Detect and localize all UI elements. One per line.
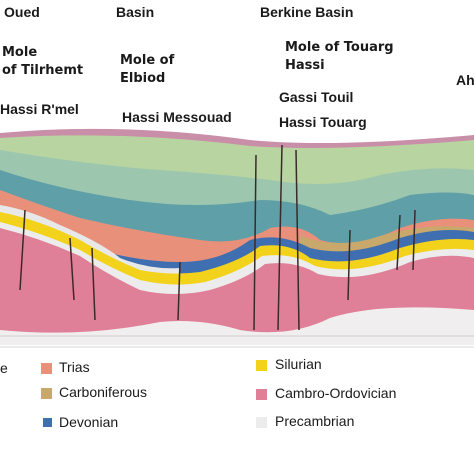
label-hassi-messouad: Hassi Messouad [122, 109, 232, 125]
legend-label-trias: Trias [59, 359, 90, 375]
legend-swatch-carboniferous [41, 388, 52, 399]
label-mole-touarg-line1: Mole of Touarg [285, 40, 394, 55]
legend-swatch-silurian [256, 360, 267, 371]
label-mole-tilrhemt-line1: Mole [2, 45, 38, 60]
legend-label-e-truncated: e [0, 360, 8, 376]
label-mole-tilrhemt-line2: of Tilrhemt [2, 63, 84, 78]
label-berkine-basin: Berkine Basin [260, 4, 354, 20]
legend-label-carboniferous: Carboniferous [59, 384, 147, 400]
label-basin: Basin [116, 4, 155, 20]
legend-swatch-cambro-ordovician [256, 389, 267, 400]
legend-swatch-precambrian [256, 417, 267, 428]
legend-swatch-devonian [43, 418, 52, 427]
label-mole-touarg-line2: Hassi [285, 58, 325, 73]
legend-label-cambro-ordovician: Cambro-Ordovician [275, 385, 397, 401]
label-hassi-rmel: Hassi R'mel [0, 101, 79, 117]
label-mole-elbiod-line1: Mole of [120, 53, 175, 68]
label-ah-truncated: Ah [456, 72, 474, 88]
fault-lines [19, 144, 416, 331]
label-gassi-touil: Gassi Touil [279, 89, 354, 105]
label-oued: Oued [4, 4, 40, 20]
legend-swatch-trias [41, 363, 52, 374]
legend-label-silurian: Silurian [275, 356, 322, 372]
label-hassi-touarg: Hassi Touarg [279, 114, 367, 130]
legend-label-devonian: Devonian [59, 414, 119, 430]
legend-label-precambrian: Precambrian [275, 413, 355, 429]
label-mole-elbiod-line2: Elbiod [120, 71, 166, 86]
